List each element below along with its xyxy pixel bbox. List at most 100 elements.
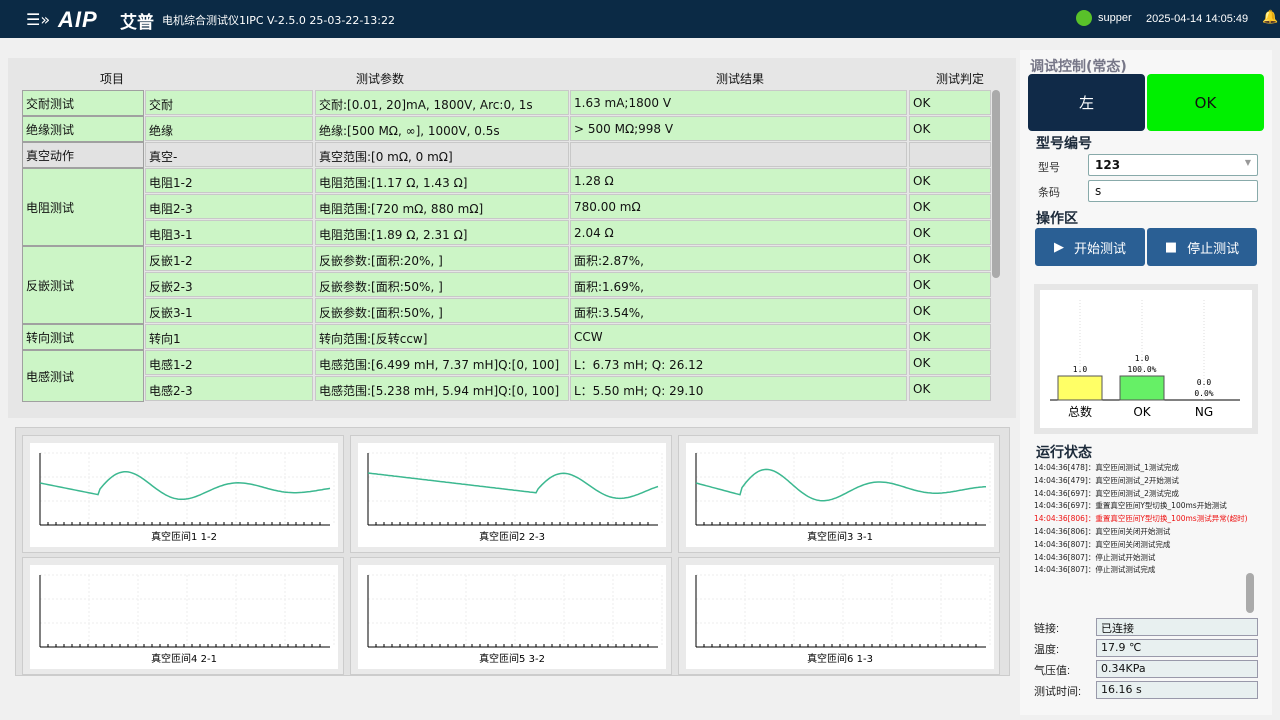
log-entry: 14:04:36[697]：重置真空匝间Y型切换_100ms开始测试: [1034, 501, 1227, 511]
group-cell: 绝缘测试: [22, 116, 144, 142]
col-header: 测试参数: [356, 72, 405, 86]
play-icon: ▶: [1053, 239, 1064, 255]
table-cell: L：5.50 mH; Q: 29.10: [570, 376, 907, 401]
table-cell: 反嵌参数:[面积:50%, ]: [315, 298, 569, 323]
table-cell: OK: [909, 324, 991, 349]
status-label: 温度:: [1034, 644, 1060, 656]
model-value: 123: [1095, 158, 1121, 172]
waveform-line: [39, 471, 331, 501]
ok-indicator[interactable]: OK: [1147, 74, 1264, 131]
waveform-chart: 真空匝间1 1-2: [22, 435, 344, 553]
waveform-label: 真空匝间2 2-3: [479, 530, 545, 543]
app-title: 电机综合测试仪1IPC V-2.5.0 25-03-22-13:22: [162, 14, 395, 27]
group-cell: 反嵌测试: [22, 246, 144, 324]
status-value: 0.34KPa: [1096, 660, 1258, 678]
user-menu[interactable]: supper: [1076, 10, 1132, 26]
start-test-button[interactable]: ▶ 开始测试: [1035, 228, 1145, 266]
table-cell: 反嵌参数:[面积:20%, ]: [315, 246, 569, 271]
waveform-label: 真空匝间3 3-1: [807, 530, 873, 543]
table-cell: 真空范围:[0 mΩ, 0 mΩ]: [315, 142, 569, 167]
waveform-chart: 真空匝间4 2-1: [22, 557, 344, 675]
waveform-label: 真空匝间4 2-1: [151, 652, 217, 665]
table-cell: > 500 MΩ;998 V: [570, 116, 907, 141]
table-cell: 绝缘: [145, 116, 313, 141]
bar: [1119, 375, 1165, 401]
left-button[interactable]: 左: [1028, 74, 1145, 131]
status-label: 链接:: [1034, 623, 1060, 635]
table-cell: 2.04 Ω: [570, 220, 907, 245]
table-cell: L：6.73 mH; Q: 26.12: [570, 350, 907, 375]
table-cell: [909, 142, 991, 167]
bar-value-label: 1.0: [1135, 354, 1150, 363]
ops-title: 操作区: [1036, 211, 1078, 227]
log-entry: 14:04:36[807]：真空匝间关闭测试完成: [1034, 539, 1171, 549]
logo-cn: 艾普: [120, 13, 154, 33]
group-cell: 电阻测试: [22, 168, 144, 246]
table-cell: 电感2-3: [145, 376, 313, 401]
table-cell: 反嵌1-2: [145, 246, 313, 271]
table-cell: 反嵌2-3: [145, 272, 313, 297]
bar: [1057, 375, 1103, 401]
table-cell: 电阻3-1: [145, 220, 313, 245]
waveform-label: 真空匝间6 1-3: [807, 652, 873, 665]
table-cell: 面积:3.54%,: [570, 298, 907, 323]
log-entry: 14:04:36[806]：真空匝间关闭开始测试: [1034, 526, 1171, 536]
waveform-line: [367, 472, 659, 500]
bar-value-label: 100.0%: [1128, 365, 1157, 374]
log-entry: 14:04:36[479]：真空匝间测试_2开始测试: [1034, 475, 1179, 485]
table-cell: 电阻范围:[1.89 Ω, 2.31 Ω]: [315, 220, 569, 245]
menu-icon[interactable]: ☰»: [26, 10, 51, 29]
stop-label: 停止测试: [1187, 241, 1240, 257]
waveform-chart: 真空匝间5 3-2: [350, 557, 672, 675]
count-bar-chart: 1.0 总数 1.0 100.0% OK 0.0 0.0% NG: [1034, 284, 1258, 434]
bar-value-label: 0.0%: [1194, 389, 1213, 398]
stop-icon: ■: [1164, 239, 1178, 255]
table-cell: OK: [909, 350, 991, 375]
title-bar: ☰» AIP 艾普 电机综合测试仪1IPC V-2.5.0 25-03-22-1…: [0, 0, 1280, 38]
result-table: 项目 测试参数 测试结果 测试判定 交耐测试 交耐 交耐:[0.01, 20]mA,…: [8, 58, 1016, 418]
table-cell: OK: [909, 246, 991, 271]
waveform-chart: 真空匝间6 1-3: [678, 557, 1000, 675]
status-value: 16.16 s: [1096, 681, 1258, 699]
clock: 2025-04-14 14:05:49: [1146, 13, 1249, 25]
table-cell: 电阻2-3: [145, 194, 313, 219]
bar-category-label: OK: [1133, 405, 1151, 419]
table-cell: 电感范围:[5.238 mH, 5.94 mH]Q:[0, 100]: [315, 376, 569, 401]
table-cell: 转向范围:[反转ccw]: [315, 324, 569, 349]
table-cell: 1.28 Ω: [570, 168, 907, 193]
log-entry: 14:04:36[807]：停止测试测试完成: [1034, 565, 1156, 575]
log-list: 14:04:36[478]：真空匝间测试_1测试完成 14:04:36[479]：…: [1034, 462, 1258, 612]
table-cell: 1.63 mA;1800 V: [570, 90, 907, 115]
model-select[interactable]: 123 ▼: [1088, 154, 1258, 176]
stop-test-button[interactable]: ■ 停止测试: [1147, 228, 1257, 266]
control-title: 调试控制(常态): [1030, 59, 1127, 75]
table-cell: OK: [909, 220, 991, 245]
table-cell: 780.00 mΩ: [570, 194, 907, 219]
bar-category-label: 总数: [1068, 404, 1092, 419]
start-label: 开始测试: [1073, 241, 1126, 257]
table-cell: OK: [909, 298, 991, 323]
chevron-down-icon: ▼: [1244, 158, 1251, 167]
bell-icon[interactable]: 🔔: [1262, 10, 1279, 25]
table-cell: OK: [909, 116, 991, 141]
user-icon: [1076, 10, 1092, 26]
group-cell: 真空动作: [22, 142, 144, 168]
status-value: 17.9 ℃: [1096, 639, 1258, 657]
table-cell: OK: [909, 272, 991, 297]
table-cell: 反嵌3-1: [145, 298, 313, 323]
table-cell: 电感1-2: [145, 350, 313, 375]
log-scrollbar[interactable]: [1246, 573, 1254, 613]
table-cell: OK: [909, 194, 991, 219]
barcode-label: 条码: [1038, 186, 1060, 199]
table-cell: 电感范围:[6.499 mH, 7.37 mH]Q:[0, 100]: [315, 350, 569, 375]
col-header: 测试结果: [716, 72, 765, 86]
table-cell: OK: [909, 376, 991, 401]
table-scrollbar[interactable]: [992, 90, 1000, 278]
table-cell: 交耐:[0.01, 20]mA, 1800V, Arc:0, 1s: [315, 90, 569, 115]
status-label: 测试时间:: [1034, 686, 1082, 698]
log-entry: 14:04:36[807]：停止测试开始测试: [1034, 552, 1156, 562]
table-cell: OK: [909, 168, 991, 193]
col-header: 项目: [100, 72, 125, 86]
barcode-input[interactable]: s: [1088, 180, 1258, 202]
log-entry: 14:04:36[697]：真空匝间测试_2测试完成: [1034, 488, 1179, 498]
